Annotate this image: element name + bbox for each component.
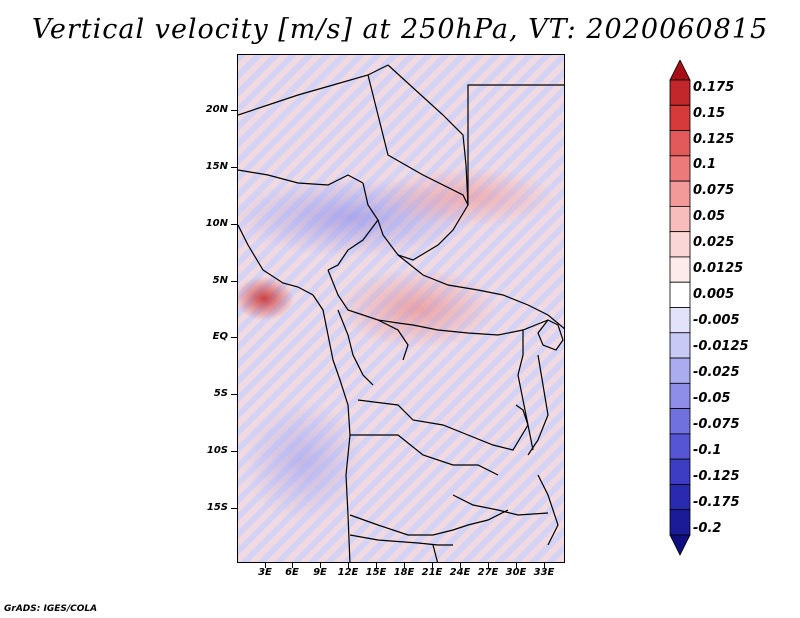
lat-label: 15N (205, 161, 228, 172)
colorbar-label: 0.075 (693, 183, 735, 198)
lon-tick (432, 563, 433, 568)
credit-text: GrADS: IGES/COLA (4, 604, 98, 614)
lon-label: 24E (449, 567, 471, 578)
lon-label: 3E (258, 567, 272, 578)
lon-tick (292, 563, 293, 568)
lon-label: 6E (285, 567, 299, 578)
colorbar-label: 0.1 (693, 157, 717, 172)
colorbar-segment (669, 130, 691, 157)
colorbar-label: 0.175 (693, 80, 735, 95)
colorbar-segment (669, 509, 691, 536)
lon-label: 33E (533, 567, 555, 578)
lat-tick (231, 110, 237, 111)
lat-tick (231, 281, 237, 282)
colorbar-bottom-triangle (669, 534, 691, 556)
colorbar-segment (669, 281, 691, 308)
colorbar-label: -0.025 (693, 365, 740, 380)
chart-title: Vertical velocity [m/s] at 250hPa, VT: 2… (31, 14, 769, 45)
colorbar-segment (669, 104, 691, 131)
lat-tick (231, 224, 237, 225)
lon-label: 21E (421, 567, 443, 578)
colorbar-label: -0.175 (693, 495, 740, 510)
colorbar-segment (669, 231, 691, 258)
colorbar-segment (669, 332, 691, 359)
colorbar-segment (669, 408, 691, 435)
colorbar-segment (669, 458, 691, 485)
colorbar-segment (669, 433, 691, 460)
lat-tick (231, 167, 237, 168)
lon-tick (488, 563, 489, 568)
lat-label: 5N (212, 275, 228, 286)
colorbar-top-triangle (669, 60, 691, 81)
lon-tick (544, 563, 545, 568)
lon-label: 9E (313, 567, 327, 578)
colorbar-label: 0.0125 (693, 261, 744, 276)
lat-tick (231, 508, 237, 509)
colorbar-label: -0.0125 (693, 339, 749, 354)
colorbar-segment (669, 357, 691, 384)
colorbar-label: -0.125 (693, 469, 740, 484)
lon-tick (460, 563, 461, 568)
colorbar-segment (669, 205, 691, 233)
lon-label: 15E (365, 567, 387, 578)
lat-label: 5S (213, 388, 228, 399)
lon-tick (376, 563, 377, 568)
colorbar-label: -0.1 (693, 443, 722, 458)
colorbar-label: -0.05 (693, 391, 731, 406)
lon-tick (265, 563, 266, 568)
colorbar-label: 0.005 (693, 287, 735, 302)
lon-tick (404, 563, 405, 568)
lon-label: 18E (393, 567, 415, 578)
colorbar-label: 0.025 (693, 235, 735, 250)
colorbar-label: -0.005 (693, 313, 740, 328)
map-plot-area (237, 54, 565, 563)
colorbar-segment (669, 382, 691, 410)
colorbar-segment (669, 307, 691, 334)
lon-label: 27E (477, 567, 499, 578)
lon-label: 12E (337, 567, 359, 578)
colorbar (669, 60, 691, 556)
colorbar-segment (669, 484, 691, 511)
lon-label: 30E (505, 567, 527, 578)
lat-label: 20N (205, 104, 228, 115)
colorbar-label: 0.125 (693, 132, 735, 147)
colorbar-segment (669, 155, 691, 182)
country-borders (238, 64, 564, 562)
lat-label: EQ (212, 331, 228, 342)
lat-label: 10N (205, 218, 228, 229)
lon-tick (348, 563, 349, 568)
lon-tick (320, 563, 321, 568)
colorbar-segment (669, 180, 691, 207)
colorbar-label: 0.05 (693, 209, 726, 224)
colorbar-segment (669, 79, 691, 106)
lat-label: 10S (206, 445, 228, 456)
colorbar-label: -0.075 (693, 417, 740, 432)
lat-tick (231, 451, 237, 452)
colorbar-label: -0.2 (693, 521, 722, 536)
lat-tick (231, 394, 237, 395)
lat-label: 15S (206, 502, 228, 513)
lon-tick (516, 563, 517, 568)
colorbar-label: 0.15 (693, 106, 726, 121)
colorbar-segment (669, 256, 691, 283)
coastline (238, 224, 351, 562)
lat-tick (231, 337, 237, 338)
